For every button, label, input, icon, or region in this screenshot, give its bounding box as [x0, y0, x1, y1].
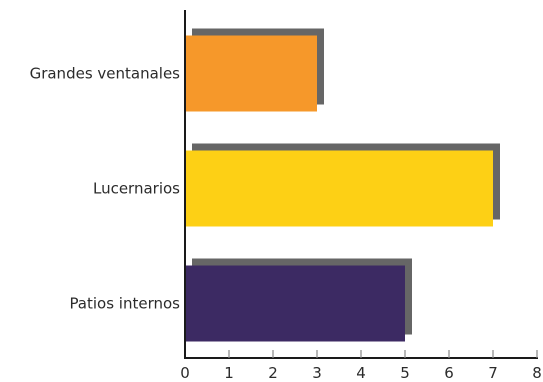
x-ticks-layer: 0 1 2 3 4 5 6 7 8	[180, 350, 542, 382]
category-label-1: Lucernarios	[93, 180, 180, 198]
bar-1	[185, 150, 493, 227]
bar-2	[185, 265, 405, 342]
x-tick-label-4: 4	[356, 364, 366, 382]
category-labels-layer: Grandes ventanales Lucernarios Patios inte…	[30, 65, 181, 313]
x-tick-label-7: 7	[488, 364, 498, 382]
bars-layer	[185, 28, 500, 342]
x-tick-label-6: 6	[444, 364, 454, 382]
category-label-2: Patios internos	[69, 295, 180, 313]
bar-0	[185, 35, 317, 112]
x-tick-label-5: 5	[400, 364, 410, 382]
x-tick-label-8: 8	[532, 364, 542, 382]
x-tick-label-1: 1	[224, 364, 234, 382]
x-tick-label-2: 2	[268, 364, 278, 382]
x-tick-label-3: 3	[312, 364, 322, 382]
category-label-0: Grandes ventanales	[30, 65, 181, 83]
x-tick-label-0: 0	[180, 364, 190, 382]
